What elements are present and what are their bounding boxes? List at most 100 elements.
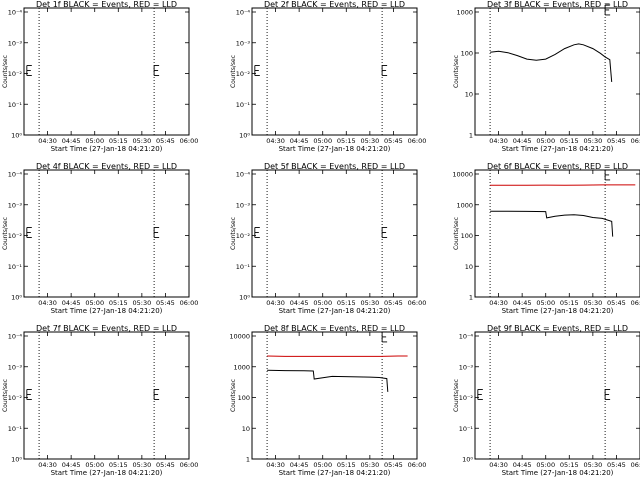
panel-det9 [475,332,640,459]
x-axis-label: Start Time (27-Jan-18 04:21:20) [51,469,163,477]
x-tick-label: 05:15 [337,299,356,307]
x-tick-label: 05:45 [607,299,626,307]
error-marker [27,389,32,399]
y-tick-label: 10⁻³ [236,201,251,209]
x-tick-label: 06:00 [408,137,427,145]
x-tick-label: 05:15 [560,299,579,307]
x-tick-label: 04:45 [513,299,532,307]
y-tick-label: 100 [238,394,250,402]
y-tick-label: 100 [461,232,473,240]
y-tick-label: 1 [469,294,473,302]
plot-frame [24,332,189,459]
plot-frame [252,170,417,297]
y-tick-label: 10⁰ [11,456,22,464]
x-axis-label: Start Time (27-Jan-18 04:21:20) [51,145,163,153]
y-tick-label: 10⁻¹ [8,425,23,433]
y-axis-label: Counts/sec [2,55,9,88]
x-tick-label: 05:45 [156,137,175,145]
x-tick-label: 05:00 [313,299,332,307]
x-axis-label: Start Time (27-Jan-18 04:21:20) [502,145,614,153]
y-tick-label: 10⁻³ [236,39,251,47]
x-tick-label: 05:30 [360,461,379,469]
x-tick-label: 05:00 [313,461,332,469]
y-tick-label: 10⁻¹ [8,263,23,271]
error-marker [382,227,387,237]
panel-det1 [24,8,189,135]
error-marker [27,65,32,75]
x-tick-label: 05:15 [560,137,579,145]
series-line [490,211,613,236]
x-tick-label: 06:00 [631,137,640,145]
x-axis-label: Start Time (27-Jan-18 04:21:20) [279,469,391,477]
error-marker [255,227,260,237]
error-marker [605,389,610,399]
y-tick-label: 10⁻⁴ [8,333,23,341]
y-tick-label: 10⁻³ [459,363,474,371]
panel-det3 [475,5,640,135]
y-tick-label: 10000 [452,171,473,179]
x-tick-label: 04:30 [266,137,285,145]
x-tick-label: 06:00 [180,461,199,469]
chart-title: Det 4f BLACK = Events, RED = LLD [36,162,177,171]
x-tick-label: 05:30 [360,299,379,307]
x-tick-label: 05:30 [132,461,151,469]
y-tick-label: 10⁻⁴ [236,9,251,17]
error-marker [605,170,610,180]
x-tick-label: 04:30 [266,461,285,469]
y-tick-label: 10⁰ [462,456,473,464]
x-tick-label: 05:00 [85,461,104,469]
x-tick-label: 04:30 [38,137,57,145]
error-marker [478,389,483,399]
plot-frame [24,8,189,135]
y-tick-label: 10⁻³ [8,363,23,371]
y-tick-label: 10⁻⁴ [236,171,251,179]
x-tick-label: 04:30 [266,299,285,307]
x-tick-label: 05:30 [583,137,602,145]
x-tick-label: 04:45 [62,137,81,145]
y-tick-label: 10⁻¹ [236,101,251,109]
plot-frame [252,332,417,459]
x-tick-label: 05:15 [560,461,579,469]
y-tick-label: 10⁰ [11,132,22,140]
x-tick-label: 05:30 [132,137,151,145]
x-tick-label: 04:45 [290,461,309,469]
x-tick-label: 05:45 [384,137,403,145]
y-tick-label: 10⁻² [8,232,23,240]
x-tick-label: 05:15 [337,137,356,145]
y-tick-label: 10⁰ [239,132,250,140]
x-tick-label: 05:00 [536,137,555,145]
y-axis-label: Counts/sec [2,217,9,250]
chart-title: Det 7f BLACK = Events, RED = LLD [36,324,177,333]
y-tick-label: 1000 [456,9,473,17]
y-axis-label: Counts/sec [230,379,237,412]
chart-title: Det 9f BLACK = Events, RED = LLD [487,324,628,333]
error-marker [27,227,32,237]
x-tick-label: 05:30 [583,299,602,307]
x-tick-label: 05:30 [360,137,379,145]
y-tick-label: 10⁻⁴ [8,171,23,179]
chart-title: Det 5f BLACK = Events, RED = LLD [264,162,405,171]
y-axis-label: Counts/sec [453,55,460,88]
x-tick-label: 05:00 [85,137,104,145]
y-tick-label: 10⁻² [236,232,251,240]
y-tick-label: 10⁻³ [8,201,23,209]
x-tick-label: 05:30 [583,461,602,469]
y-tick-label: 10⁻² [8,70,23,78]
y-tick-label: 1 [469,132,473,140]
series-line [490,44,612,82]
chart-title: Det 8f BLACK = Events, RED = LLD [264,324,405,333]
x-axis-label: Start Time (27-Jan-18 04:21:20) [279,145,391,153]
plot-frame [252,8,417,135]
y-tick-label: 10 [465,263,473,271]
y-tick-label: 10⁰ [239,294,250,302]
x-tick-label: 06:00 [180,299,199,307]
chart-title: Det 1f BLACK = Events, RED = LLD [36,0,177,9]
x-tick-label: 04:45 [62,461,81,469]
y-axis-label: Counts/sec [453,379,460,412]
y-tick-label: 10⁻² [236,70,251,78]
chart-title: Det 2f BLACK = Events, RED = LLD [264,0,405,9]
x-tick-label: 05:45 [384,299,403,307]
y-tick-label: 10⁻⁴ [459,333,474,341]
y-tick-label: 1 [246,456,250,464]
